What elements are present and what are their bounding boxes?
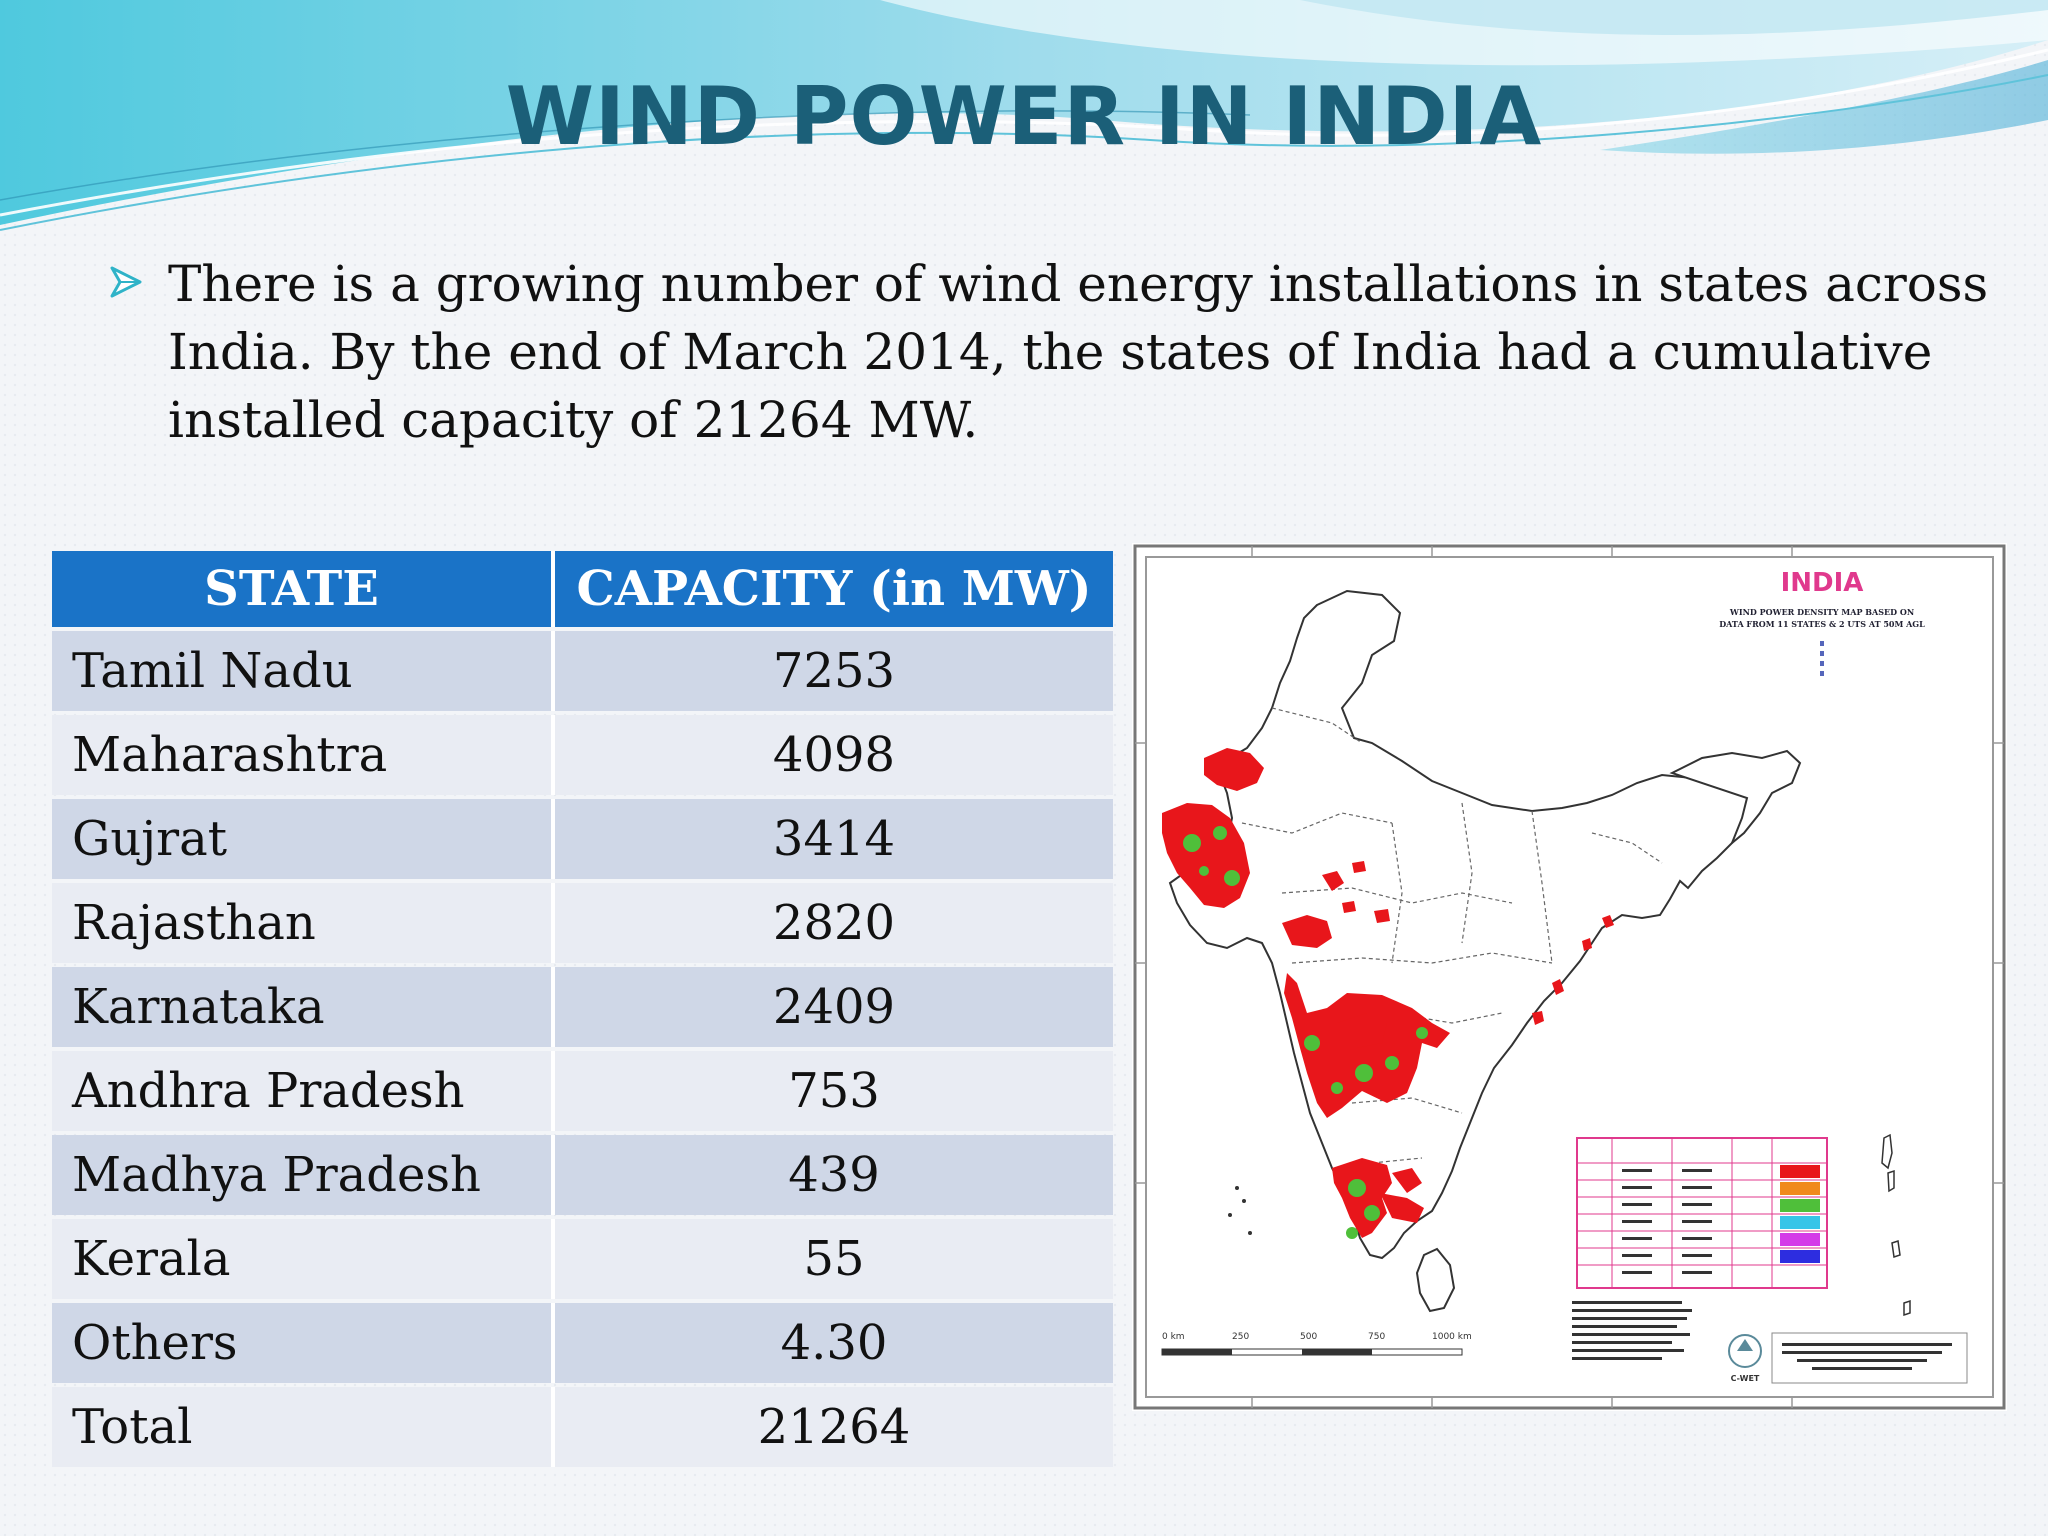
- bullet-text: There is a growing number of wind energy…: [168, 255, 1989, 449]
- table-row: Total 21264: [52, 1387, 1113, 1467]
- medium-wind-zones: [1183, 826, 1428, 1239]
- lakshadweep-islands: [1228, 1186, 1252, 1235]
- capacity-cell: 753: [551, 1051, 1113, 1131]
- state-cell: Kerala: [52, 1219, 551, 1299]
- state-cell: Gujrat: [52, 799, 551, 879]
- state-cell: Total: [52, 1387, 551, 1467]
- table-header-row: STATE CAPACITY (in MW): [52, 551, 1113, 627]
- table-row: Gujrat 3414: [52, 799, 1113, 879]
- north-arrow-icon: [1820, 641, 1824, 676]
- svg-text:250: 250: [1232, 1332, 1249, 1342]
- map-subtitle-line2: DATA FROM 11 STATES & 2 UTS AT 50M AGL: [1719, 619, 1925, 629]
- capacity-cell: 4.30: [551, 1303, 1113, 1383]
- map-subtitle-line1: WIND POWER DENSITY MAP BASED ON: [1729, 607, 1914, 617]
- table-row: Madhya Pradesh 439: [52, 1135, 1113, 1215]
- state-cell: Andhra Pradesh: [52, 1051, 551, 1131]
- header-wave-decoration: [0, 0, 2048, 231]
- c-wet-logo-text: C-WET: [1731, 1374, 1760, 1383]
- capacity-cell: 2820: [551, 883, 1113, 963]
- capacity-cell: 21264: [551, 1387, 1113, 1467]
- slide-title: WIND POWER IN INDIA: [505, 70, 1543, 163]
- map-legend: [1576, 1137, 1828, 1289]
- table-row: Andhra Pradesh 753: [52, 1051, 1113, 1131]
- header-capacity: CAPACITY (in MW): [551, 551, 1113, 627]
- svg-text:500: 500: [1300, 1332, 1317, 1342]
- map-scale-bar: 0 km 250 500 750 1000 km: [1161, 1332, 1472, 1356]
- map-notes: [1572, 1301, 1692, 1360]
- andaman-islands: [1881, 1133, 1911, 1317]
- header-state: STATE: [52, 551, 551, 627]
- table-row: Kerala 55: [52, 1219, 1113, 1299]
- svg-text:0 km: 0 km: [1162, 1332, 1185, 1342]
- india-wind-map: INDIA WIND POWER DENSITY MAP BASED ON DA…: [1133, 544, 2006, 1410]
- map-title: INDIA: [1781, 568, 1864, 598]
- capacity-cell: 439: [551, 1135, 1113, 1215]
- capacity-cell: 7253: [551, 631, 1113, 711]
- state-cell: Madhya Pradesh: [52, 1135, 551, 1215]
- capacity-cell: 2409: [551, 967, 1113, 1047]
- state-cell: Others: [52, 1303, 551, 1383]
- state-cell: Tamil Nadu: [52, 631, 551, 711]
- state-cell: Maharashtra: [52, 715, 551, 795]
- wind-map-image: INDIA WIND POWER DENSITY MAP BASED ON DA…: [1132, 543, 2007, 1411]
- svg-text:1000 km: 1000 km: [1432, 1332, 1472, 1342]
- state-cell: Rajasthan: [52, 883, 551, 963]
- state-cell: Karnataka: [52, 967, 551, 1047]
- map-org-box: [1771, 1332, 1968, 1384]
- table-row: Maharashtra 4098: [52, 715, 1113, 795]
- capacity-cell: 4098: [551, 715, 1113, 795]
- arrow-bullet-icon: [110, 266, 142, 298]
- table-row: Others 4.30: [52, 1303, 1113, 1383]
- svg-text:750: 750: [1368, 1332, 1385, 1342]
- table-row: Karnataka 2409: [52, 967, 1113, 1047]
- table-row: Tamil Nadu 7253: [52, 631, 1113, 711]
- capacity-table: STATE CAPACITY (in MW) Tamil Nadu 7253 M…: [52, 547, 1113, 1471]
- capacity-cell: 55: [551, 1219, 1113, 1299]
- capacity-cell: 3414: [551, 799, 1113, 879]
- table-row: Rajasthan 2820: [52, 883, 1113, 963]
